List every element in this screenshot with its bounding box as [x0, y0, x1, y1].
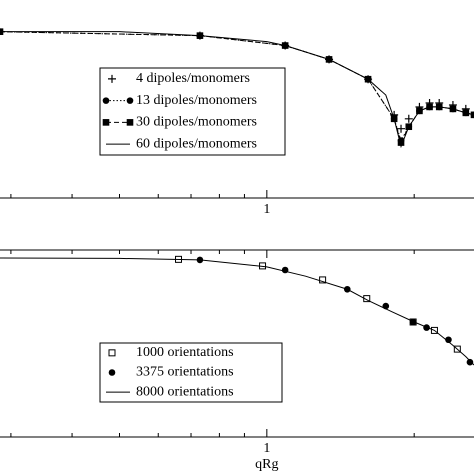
marker — [404, 114, 413, 123]
series-line — [0, 257, 474, 366]
marker — [126, 97, 134, 104]
legend-box — [99, 67, 286, 156]
legend-entry: 13 dipoles/monomers — [102, 93, 257, 108]
series — [175, 255, 461, 353]
series — [0, 257, 474, 366]
legend-box — [99, 342, 283, 403]
marker — [319, 276, 327, 284]
legend-entry: 30 dipoles/monomers — [102, 115, 257, 130]
marker — [466, 358, 474, 366]
x-axis-label: qRg — [255, 457, 278, 472]
x-tick-label: 1 — [263, 202, 270, 217]
legend-label: 8000 orientations — [136, 384, 234, 399]
series-line — [0, 31, 474, 149]
legend-entry: 4 dipoles/monomers — [108, 71, 250, 86]
marker — [108, 369, 116, 376]
legend-label: 30 dipoles/monomers — [136, 115, 257, 130]
marker — [397, 124, 406, 133]
marker — [108, 349, 116, 357]
legend-entry: 8000 orientations — [106, 384, 234, 399]
marker — [102, 97, 110, 104]
legend-label: 3375 orientations — [136, 365, 234, 380]
legend-label: 60 dipoles/monomers — [136, 136, 257, 151]
x-tick-label: 1 — [263, 441, 270, 456]
legend-entry: 1000 orientations — [108, 345, 234, 360]
legend-label: 13 dipoles/monomers — [136, 93, 257, 108]
marker — [445, 336, 452, 344]
marker — [397, 139, 405, 146]
series — [0, 31, 474, 149]
marker — [102, 119, 110, 126]
legend-entry: 3375 orientations — [108, 365, 234, 380]
legend-entry: 60 dipoles/monomers — [106, 136, 257, 151]
legend-label: 4 dipoles/monomers — [136, 71, 250, 86]
marker — [126, 119, 134, 126]
marker — [108, 74, 116, 83]
legend-label: 1000 orientations — [136, 345, 234, 360]
